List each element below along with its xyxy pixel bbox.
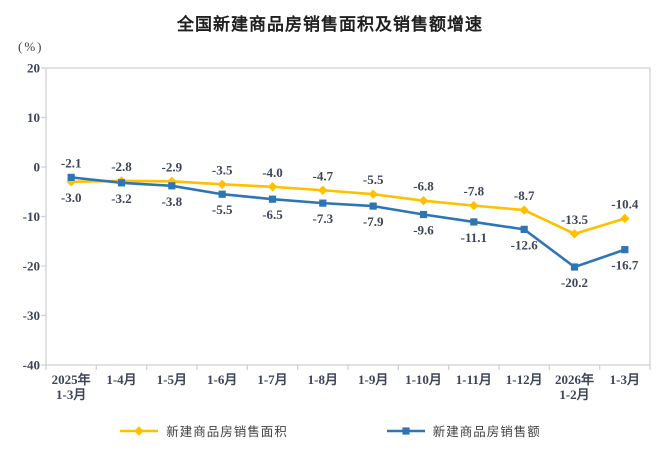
y-tick-label: 0 [34,160,41,175]
data-label: -3.2 [111,191,132,206]
legend-diamond-marker-icon [120,425,159,436]
data-point-diamond [519,205,529,215]
data-point-diamond [267,182,278,192]
y-tick-label: -40 [23,358,40,373]
data-label: -7.8 [464,184,485,199]
data-point-diamond [469,200,479,211]
x-tick-label: 1-11月 [456,372,492,387]
data-label: -7.9 [363,214,384,229]
data-label: -8.7 [514,188,535,203]
data-label: -6.8 [413,179,434,194]
data-label: -20.2 [561,275,588,290]
y-tick-label: 20 [27,61,40,76]
data-point-square [168,182,176,190]
legend: 新建商品房销售面积 新建商品房销售额 [0,421,660,440]
data-label: -3.0 [61,190,82,205]
legend-square-marker-icon [386,426,425,435]
data-point-square [570,263,579,271]
data-point-diamond [368,189,378,199]
y-tick-label: 10 [27,110,40,125]
series-line-1 [71,176,626,269]
data-point-square [218,190,226,198]
data-point-square [520,225,528,233]
x-tick-label: 1-7月 [257,372,287,387]
data-label: -12.6 [511,237,539,252]
x-tick-label: 1-5月 [157,372,187,387]
x-tick-label: 2026年 1-2月 [555,372,594,402]
data-label: -9.6 [413,223,434,238]
data-label: -16.7 [611,258,639,273]
chart-title: 全国新建商品房销售面积及销售额增速 [177,15,483,34]
data-label: -3.5 [212,162,233,177]
x-tick-label: 1-12月 [506,372,543,387]
data-label: -4.7 [313,168,334,183]
data-point-square [268,195,277,203]
data-point-diamond [620,213,630,224]
data-point-square [117,179,126,187]
data-point-diamond [217,179,227,190]
x-tick-label: 2025年 1-3月 [52,372,91,402]
data-label: -7.3 [313,211,334,226]
data-point-square [319,199,327,207]
y-tick-label: -20 [23,259,40,274]
legend-item-1: 新建商品房销售额 [386,421,541,440]
data-point-square [621,246,629,254]
legend-label-0: 新建商品房销售面积 [166,425,288,439]
data-point-square [67,173,75,181]
x-tick-label: 1-6月 [207,372,237,387]
y-tick-label: -10 [23,209,40,224]
data-point-square [470,218,478,226]
data-label: -2.1 [61,155,82,170]
data-point-diamond [318,185,328,195]
y-tick-label: -30 [23,308,40,323]
data-label: -2.8 [111,159,132,174]
data-point-diamond [569,229,580,239]
data-label: -5.5 [363,172,384,187]
chart-canvas: 20 10 0 -10 -20 -30 -40 2025年 1-3月 1-4月 1-5月 1-6月 1-… [23,61,651,402]
x-tick-label: 1-10月 [405,372,442,387]
x-tick-label: 1-4月 [106,372,136,387]
data-label: -10.4 [611,196,639,211]
data-label: -2.9 [162,159,183,174]
x-tick-label: 1-9月 [358,372,388,387]
y-axis-unit-label: (%) [18,39,44,54]
data-point-diamond [418,195,429,206]
plot-border [45,67,651,366]
x-tick-label: 1-3月 [610,372,640,387]
data-label: -6.5 [262,207,283,222]
series-line-0 [71,179,626,236]
data-label: -13.5 [561,212,589,227]
data-label: -3.8 [162,194,183,209]
data-label: -5.5 [212,202,233,217]
data-label: -11.1 [461,230,487,245]
data-label: -4.0 [262,165,283,180]
data-point-square [369,202,377,210]
data-point-square [419,210,428,219]
legend-label-1: 新建商品房销售额 [432,425,541,439]
x-tick-label: 1-8月 [308,372,338,387]
legend-item-0: 新建商品房销售面积 [119,421,288,440]
